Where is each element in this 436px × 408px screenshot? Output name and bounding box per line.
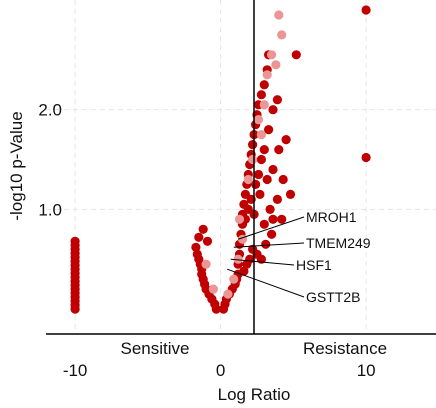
- data-point: [278, 174, 288, 185]
- data-point: [256, 154, 266, 165]
- data-point: [271, 60, 281, 70]
- data-point: [267, 50, 277, 60]
- data-point: [272, 194, 282, 204]
- data-point: [259, 219, 269, 229]
- data-point: [274, 145, 284, 155]
- annotation-leader-line: [233, 242, 305, 248]
- y-tick-label: 2.0: [38, 101, 62, 120]
- data-point: [259, 145, 269, 155]
- gene-label: MROH1: [306, 209, 357, 225]
- data-point: [223, 289, 233, 299]
- data-point: [255, 189, 265, 199]
- annotation-labels: MROH1 TMEM249 HSF1 GSTT2B: [296, 209, 371, 305]
- data-point: [256, 130, 266, 140]
- y-axis-title: -log10 p-Value: [7, 111, 26, 220]
- data-point: [291, 50, 301, 60]
- data-point: [202, 236, 213, 246]
- data-point: [272, 95, 282, 105]
- gene-label: TMEM249: [306, 235, 371, 251]
- data-point: [264, 125, 274, 135]
- annotation-leader-line: [230, 258, 295, 266]
- axes: [46, 0, 436, 335]
- data-point: [201, 259, 211, 269]
- data-point: [285, 189, 296, 199]
- data-point: [70, 236, 80, 246]
- data-point: [259, 80, 269, 90]
- data-point: [243, 174, 253, 185]
- tick-labels: -10 0 10 1.0 2.0: [38, 101, 375, 380]
- data-point: [265, 204, 275, 214]
- data-point: [248, 140, 258, 150]
- data-point: [239, 266, 249, 276]
- data-point: [248, 244, 258, 254]
- data-point: [274, 10, 284, 20]
- data-point: [281, 135, 291, 145]
- data-point: [233, 254, 243, 264]
- data-point: [248, 154, 258, 165]
- x-tick-label: 10: [357, 361, 376, 380]
- data-point: [194, 232, 204, 242]
- data-point: [259, 100, 269, 110]
- region-label-sensitive: Sensitive: [121, 339, 190, 358]
- data-points: [70, 5, 371, 314]
- data-point: [268, 105, 278, 115]
- data-point: [256, 90, 266, 100]
- data-point: [253, 115, 264, 125]
- x-tick-label: 0: [216, 361, 225, 380]
- data-point: [242, 259, 252, 269]
- data-point: [192, 249, 202, 259]
- gene-label: GSTT2B: [306, 289, 360, 305]
- region-label-resistance: Resistance: [303, 339, 387, 358]
- x-tick-label: -10: [63, 361, 88, 380]
- data-point: [277, 30, 287, 40]
- gene-label: HSF1: [296, 257, 332, 273]
- data-point: [361, 5, 371, 15]
- data-point: [208, 284, 218, 294]
- data-point: [267, 229, 277, 239]
- data-point: [191, 242, 201, 252]
- data-point: [261, 239, 271, 249]
- data-point: [198, 224, 208, 234]
- data-point: [253, 169, 264, 180]
- data-point: [262, 174, 272, 185]
- y-tick-label: 1.0: [38, 200, 62, 219]
- x-axis-title: Log Ratio: [218, 385, 291, 404]
- data-point: [268, 214, 278, 224]
- data-point: [262, 70, 272, 80]
- data-point: [268, 164, 278, 175]
- data-point: [361, 152, 371, 163]
- data-point: [234, 214, 245, 224]
- annotation-leader-lines: [227, 216, 305, 298]
- annotation-leader-line: [237, 216, 305, 240]
- data-point: [229, 274, 239, 284]
- annotation-leader-line: [227, 268, 305, 298]
- gridlines: [46, 0, 436, 334]
- data-point: [277, 214, 287, 224]
